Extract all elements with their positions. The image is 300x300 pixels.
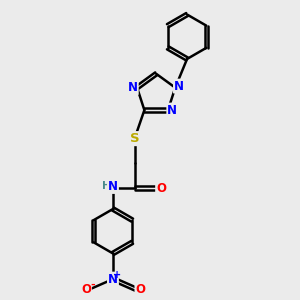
Text: N: N	[167, 103, 177, 117]
Text: +: +	[113, 270, 121, 280]
Text: N: N	[108, 273, 118, 286]
Text: N: N	[108, 180, 118, 193]
Text: O: O	[135, 283, 146, 296]
Text: N: N	[174, 80, 184, 93]
Text: O: O	[81, 283, 91, 296]
Text: O: O	[156, 182, 166, 194]
Text: H: H	[102, 182, 110, 191]
Text: -: -	[91, 280, 95, 290]
Text: N: N	[128, 81, 138, 94]
Text: S: S	[130, 132, 140, 145]
